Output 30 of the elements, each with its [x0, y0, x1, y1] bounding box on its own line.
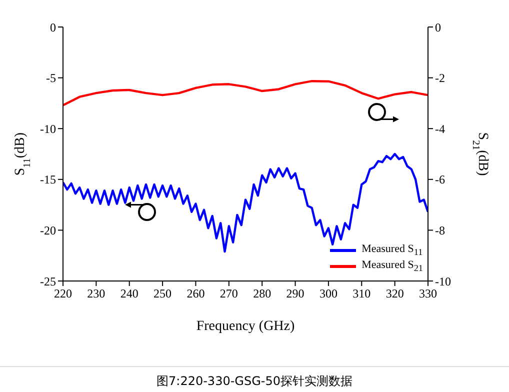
x-tick-label: 220 [54, 286, 72, 301]
y2-tick-label: -8 [435, 223, 445, 238]
x-tick-label: 330 [419, 286, 437, 301]
y-tick-label: -25 [40, 274, 56, 288]
y2-tick-label: -4 [435, 122, 445, 136]
x-tick-label: 280 [253, 286, 272, 301]
y-tick-label: -20 [40, 223, 56, 238]
y-tick-label: -15 [40, 172, 56, 187]
y2-tick-label: -2 [435, 71, 445, 86]
y-tick-label: 0 [50, 20, 56, 34]
legend-label: Measured S$_{21}$ [362, 258, 423, 274]
line-series [63, 152, 428, 253]
x-tick-label: 320 [386, 286, 404, 301]
y2-tick-label: -6 [435, 172, 445, 187]
y-tick-label: -5 [46, 71, 56, 86]
y2-tick-label: 0 [435, 20, 441, 34]
text: 图7:220-330-GSG-50探针实测数据 [0, 366, 509, 390]
x-tick-label: 300 [319, 286, 338, 301]
x-tick-label: 230 [87, 286, 106, 301]
x-tick-label: 310 [352, 286, 371, 301]
x-tick-label: 240 [120, 286, 138, 301]
line-series [63, 80, 428, 106]
x-tick-label: 270 [220, 286, 238, 301]
x-tick-label: 260 [186, 286, 205, 301]
x-tick-label: 250 [154, 286, 172, 301]
y-tick-label: -10 [40, 122, 56, 136]
legend-label: Measured S$_{11}$ [362, 242, 423, 258]
x-axis-title: Frequency (GHz) [196, 319, 296, 334]
y2-tick-label: -10 [435, 274, 451, 288]
x-tick-label: 290 [286, 286, 304, 301]
